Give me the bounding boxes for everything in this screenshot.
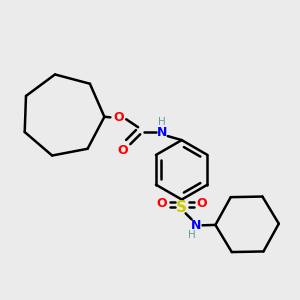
Text: O: O xyxy=(157,197,167,210)
Text: H: H xyxy=(158,117,166,127)
Text: O: O xyxy=(196,197,207,210)
Text: H: H xyxy=(188,230,196,240)
Text: O: O xyxy=(113,111,124,124)
Text: O: O xyxy=(117,143,128,157)
Text: N: N xyxy=(190,219,201,232)
Text: N: N xyxy=(157,126,167,139)
Text: S: S xyxy=(176,200,187,215)
